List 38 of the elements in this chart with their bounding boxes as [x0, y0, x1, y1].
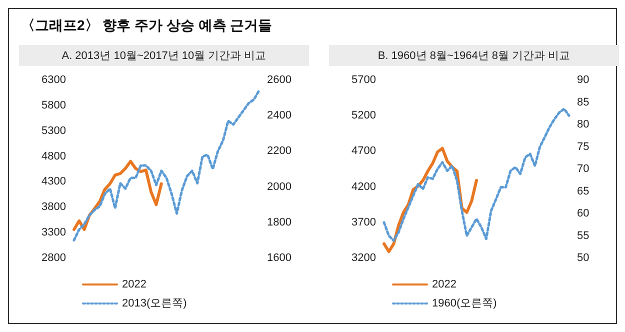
y2-tick-label: 55 — [577, 230, 590, 242]
y2-tick-label: 2200 — [267, 145, 292, 158]
y2-tick-label: 60 — [577, 208, 590, 220]
y2-tick-label: 75 — [577, 140, 590, 153]
legend-label: 2013(오른쪽) — [122, 298, 187, 310]
y-tick-label: 3200 — [352, 252, 376, 264]
y-tick-label: 4200 — [352, 180, 376, 193]
y2-tick-label: 65 — [577, 185, 590, 198]
y2-tick-label: 1600 — [267, 252, 292, 264]
y-tick-label: 4300 — [42, 176, 66, 188]
chart-title: 〈그래프2〉 향후 주가 상승 예측 근거들 — [20, 16, 274, 35]
y2-tick-label: 1800 — [267, 216, 292, 228]
y-tick-label: 6300 — [42, 74, 66, 86]
y-tick-label: 5700 — [352, 74, 376, 86]
y-tick-label: 2800 — [42, 252, 66, 264]
y2-tick-label: 90 — [577, 74, 590, 86]
y-tick-label: 3800 — [42, 201, 66, 214]
legend-label: 2022 — [432, 278, 456, 290]
y2-tick-label: 2400 — [267, 110, 292, 122]
y2-tick-label: 2000 — [267, 180, 292, 193]
chart-subtitle: B. 1960년 8월~1964년 8월 기간과 비교 — [329, 45, 619, 66]
y2-tick-label: 85 — [577, 96, 590, 108]
y-tick-label: 4800 — [42, 150, 66, 162]
y2-tick-label: 80 — [577, 118, 590, 130]
legend-label: 2022 — [122, 278, 146, 290]
y2-tick-label: 50 — [577, 252, 590, 264]
y-tick-label: 3300 — [42, 226, 66, 239]
y-tick-label: 3700 — [352, 216, 376, 228]
y2-tick-label: 2600 — [267, 74, 292, 86]
y-tick-label: 5800 — [42, 99, 66, 112]
y-tick-label: 5200 — [352, 110, 376, 122]
y2-tick-label: 70 — [577, 163, 590, 175]
chart-subtitle: A. 2013년 10월~2017년 10월 기간과 비교 — [19, 45, 309, 66]
line-series — [72, 89, 260, 242]
line-series — [382, 108, 570, 242]
legend-label: 1960(오른쪽) — [432, 298, 497, 310]
y-tick-label: 5300 — [42, 124, 66, 137]
y-tick-label: 4700 — [352, 145, 376, 158]
